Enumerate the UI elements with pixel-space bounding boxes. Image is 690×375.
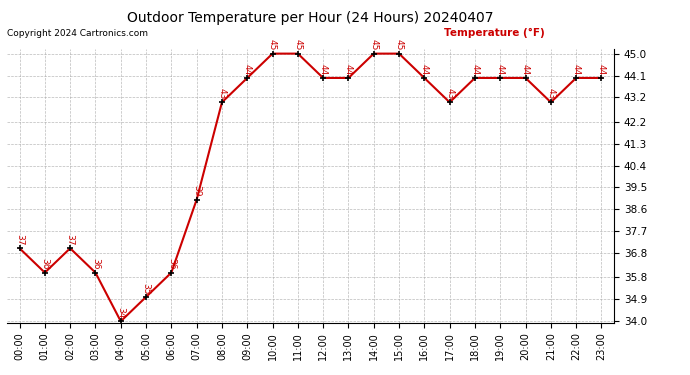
Text: 44: 44 — [471, 64, 480, 75]
Text: 44: 44 — [521, 64, 530, 75]
Text: 44: 44 — [597, 64, 606, 75]
Text: 45: 45 — [293, 39, 302, 51]
Text: 35: 35 — [141, 283, 150, 294]
Text: 45: 45 — [268, 39, 277, 51]
Text: Temperature (°F): Temperature (°F) — [444, 28, 545, 38]
Text: 44: 44 — [243, 64, 252, 75]
Text: 36: 36 — [40, 258, 50, 270]
Text: Copyright 2024 Cartronics.com: Copyright 2024 Cartronics.com — [7, 29, 148, 38]
Text: 34: 34 — [116, 307, 126, 318]
Text: 44: 44 — [495, 64, 505, 75]
Text: 37: 37 — [15, 234, 24, 246]
Text: 43: 43 — [546, 88, 555, 99]
Text: 44: 44 — [344, 64, 353, 75]
Text: 45: 45 — [369, 39, 378, 51]
Text: 36: 36 — [91, 258, 100, 270]
Text: 39: 39 — [192, 185, 201, 197]
Text: 45: 45 — [395, 39, 404, 51]
Text: 36: 36 — [167, 258, 176, 270]
Text: 44: 44 — [420, 64, 429, 75]
Text: Outdoor Temperature per Hour (24 Hours) 20240407: Outdoor Temperature per Hour (24 Hours) … — [127, 11, 494, 25]
Text: 43: 43 — [445, 88, 454, 99]
Text: 44: 44 — [571, 64, 581, 75]
Text: 37: 37 — [66, 234, 75, 246]
Text: 44: 44 — [319, 64, 328, 75]
Text: 43: 43 — [217, 88, 226, 99]
